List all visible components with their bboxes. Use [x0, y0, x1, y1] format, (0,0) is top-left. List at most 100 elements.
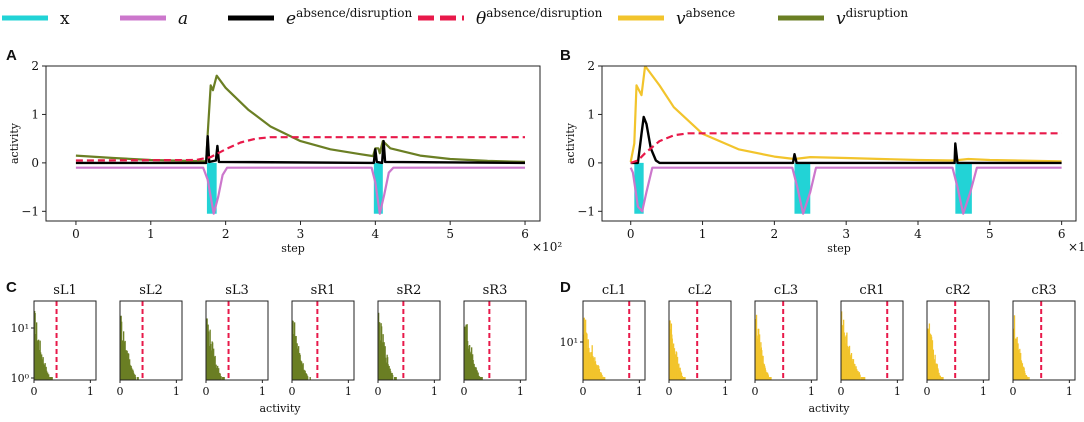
histogram-bar — [841, 325, 843, 380]
x-tick-label: 0 — [31, 385, 38, 398]
histogram-bar — [1027, 377, 1029, 380]
histogram-bar — [855, 366, 857, 380]
y-axis-label: activity — [8, 122, 21, 164]
histogram-frame — [582, 300, 646, 381]
y-tick-label: 2 — [587, 59, 595, 73]
histogram-bar — [942, 377, 944, 380]
histogram-bar — [597, 364, 599, 380]
panel-a-line-chart: A −1 0 1 2 0 1 2 3 4 5 6 step ×10² activity — [6, 47, 562, 255]
plot-frame — [601, 65, 1077, 222]
histogram-bar — [861, 377, 863, 380]
x-tick-label: 1 — [147, 227, 155, 241]
histogram-frame — [1012, 300, 1076, 381]
histogram-bar — [479, 376, 481, 380]
x-stimulus-0 — [634, 162, 644, 214]
histogram-title: cR2 — [945, 283, 970, 298]
y-tick-label: 0 — [587, 156, 595, 170]
histogram-cR3: cR3 0 1 — [1010, 283, 1076, 398]
histogram-bar — [588, 352, 591, 380]
histogram-bar — [1028, 377, 1030, 380]
histogram-bar — [862, 377, 864, 380]
histogram-bar — [596, 368, 599, 380]
x-tick-label: 1 — [808, 385, 815, 398]
histogram-cR2: cR2 0 1 — [924, 283, 990, 398]
histogram-bar — [856, 369, 858, 380]
x-tick-label: 0 — [203, 385, 210, 398]
histogram-bar — [848, 348, 850, 380]
histogram-bar — [602, 376, 604, 380]
x-tick-label: 1 — [980, 385, 987, 398]
y-tick-label: 10¹ — [11, 322, 29, 335]
histogram-bar — [591, 345, 593, 380]
y-tick-label: −1 — [577, 204, 595, 218]
x-axis-label: activity — [808, 402, 850, 415]
a-line — [75, 166, 525, 215]
histogram-bar — [849, 356, 851, 380]
histogram-bar — [846, 345, 849, 380]
histogram-sR3: sR3 0 1 — [461, 283, 527, 398]
x-tick-label: 0 — [289, 385, 296, 398]
x-tick-label: 2 — [222, 227, 230, 241]
histogram-bar — [864, 377, 866, 380]
legend: x a eabsence/disruption θabsence/disruption… — [2, 6, 908, 29]
x-tick-label: 0 — [580, 385, 587, 398]
histogram-bar — [940, 377, 942, 380]
legend-label-x: x — [60, 9, 70, 29]
x-tick-label: 0 — [666, 385, 673, 398]
x-tick-label: 1 — [259, 385, 266, 398]
histogram-title: sR3 — [483, 283, 508, 298]
histogram-frame — [754, 300, 818, 381]
histogram-bar — [220, 376, 222, 380]
histogram-bar — [586, 348, 589, 380]
x-tick-label: 2 — [771, 227, 779, 241]
histogram-bar — [858, 372, 861, 380]
histogram-bar — [395, 377, 397, 380]
histogram-sL3: sL3 0 1 — [203, 283, 269, 398]
histogram-frame — [668, 300, 732, 381]
histogram-title: cL3 — [774, 283, 798, 298]
x-tick-label: 0 — [1010, 385, 1017, 398]
legend-item-vdis: vdisruption — [778, 6, 908, 29]
y-tick-label: 10⁰ — [11, 372, 30, 385]
histogram-title: cL2 — [688, 283, 712, 298]
x-tick-label: 1 — [87, 385, 94, 398]
histogram-bar — [594, 357, 596, 380]
histogram-bar — [592, 357, 595, 380]
legend-label-vdis: vdisruption — [836, 6, 908, 29]
x-stimulus-1 — [373, 162, 383, 214]
histogram-bar — [594, 361, 597, 380]
histogram-bar — [480, 377, 482, 380]
histogram-bar — [842, 319, 845, 380]
e-line — [75, 135, 526, 165]
histogram-bar — [850, 354, 852, 380]
histogram-bar — [223, 377, 225, 380]
x-tick-label: 0 — [375, 385, 382, 398]
legend-label-vabs: vabsence — [676, 6, 735, 29]
x-tick-label: 1 — [173, 385, 180, 398]
histogram-bar — [593, 361, 595, 380]
histogram-frame — [463, 300, 527, 381]
x-multiplier: ×10² — [532, 240, 562, 254]
histogram-bar — [392, 374, 394, 380]
x-tick-label: 3 — [842, 227, 850, 241]
y-tick-label: 10¹ — [560, 336, 578, 349]
histogram-bar — [841, 311, 843, 380]
legend-label-theta: θabsence/disruption — [476, 6, 603, 29]
histogram-bar — [602, 376, 605, 380]
histogram-bar — [856, 370, 859, 380]
legend-label-a: a — [178, 9, 188, 29]
y-tick-label: 0 — [31, 156, 39, 170]
histogram-bar — [584, 324, 586, 380]
histogram-bar — [598, 366, 600, 380]
histogram-bar — [595, 364, 597, 380]
histogram-cR1: cR1 0 1 — [838, 283, 904, 398]
x-axis-label: activity — [259, 402, 301, 415]
x-tick-label: 1 — [345, 385, 352, 398]
x-tick-label: 5 — [986, 227, 994, 241]
x-tick-label: 6 — [1058, 227, 1066, 241]
legend-item-e: eabsence/disruption — [228, 6, 412, 29]
histogram-bar — [598, 368, 601, 380]
histogram-title: cR1 — [859, 283, 884, 298]
histogram-bar — [862, 377, 864, 380]
